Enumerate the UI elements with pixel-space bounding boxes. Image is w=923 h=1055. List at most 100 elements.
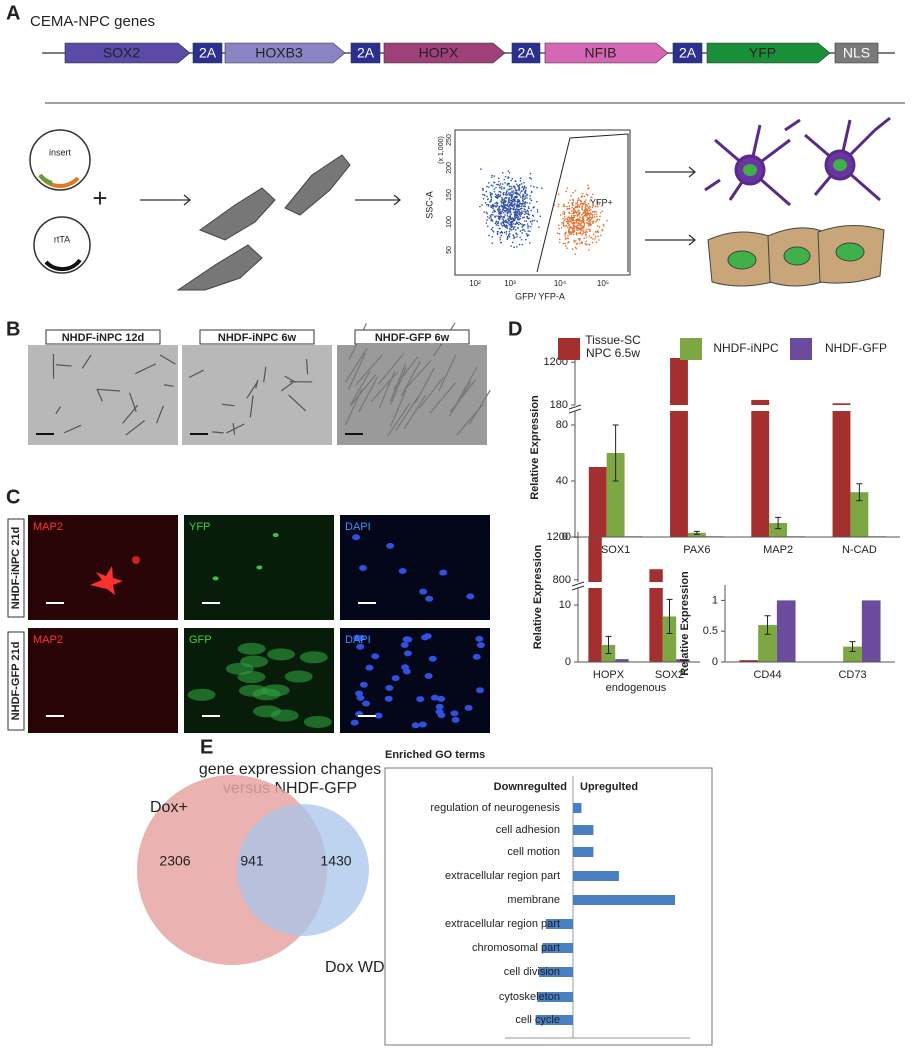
row-label: NHDF-GFP 21d: [10, 642, 22, 721]
bar: [833, 403, 851, 537]
panel-label: A: [6, 2, 20, 24]
flow-dot: [599, 219, 601, 221]
flow-dot: [512, 178, 514, 180]
nucleus: [466, 593, 474, 599]
construct-label: HOXB3: [255, 45, 303, 61]
flow-dot: [578, 229, 580, 231]
x-tick-label: CD44: [753, 669, 781, 681]
flow-dot: [592, 215, 594, 217]
y-axis-label: Relative Expression: [679, 571, 691, 676]
flow-dot: [499, 239, 501, 241]
flow-dot: [500, 242, 502, 244]
flow-dot: [509, 209, 511, 211]
flow-dot: [584, 213, 586, 215]
flow-dot: [589, 230, 591, 232]
flow-dot: [512, 242, 514, 244]
flow-dot: [577, 220, 579, 222]
flow-dot: [567, 226, 569, 228]
flow-dot: [503, 192, 505, 194]
flow-dot: [518, 185, 520, 187]
flow-dot: [504, 214, 506, 216]
flow-dot: [576, 225, 578, 227]
flow-dot: [491, 176, 493, 178]
nucleus: [404, 650, 412, 656]
flow-dot: [527, 225, 529, 227]
flow-dot: [526, 197, 528, 199]
flow-dot: [517, 227, 519, 229]
flow-dot: [565, 218, 567, 220]
flow-dot: [592, 211, 594, 213]
flow-dot: [529, 242, 531, 244]
map2-cell: [132, 556, 140, 564]
flow-dot: [495, 194, 497, 196]
gfp-cell: [304, 716, 332, 728]
y-tick-label: 0: [565, 656, 571, 668]
flow-dot: [569, 234, 571, 236]
flow-dot: [571, 204, 573, 206]
flow-dot: [578, 197, 580, 199]
flow-dot: [539, 215, 541, 217]
flow-dot: [529, 202, 531, 204]
flow-dot: [521, 239, 523, 241]
flow-dot: [506, 239, 508, 241]
flow-dot: [524, 220, 526, 222]
flow-dot: [516, 214, 518, 216]
flow-dot: [488, 186, 490, 188]
flow-dot: [497, 195, 499, 197]
flow-dot: [519, 218, 521, 220]
flow-dot: [492, 185, 494, 187]
flow-dot: [490, 194, 492, 196]
neurons: [705, 118, 890, 205]
flow-dot: [502, 183, 504, 185]
gfp-cell: [300, 651, 328, 663]
flow-dot: [524, 230, 526, 232]
flow-dot: [523, 208, 525, 210]
flow-dot: [499, 216, 501, 218]
gfp-cell: [213, 576, 219, 580]
nucleus: [360, 682, 368, 688]
flow-dot: [526, 213, 528, 215]
flow-dot: [567, 219, 569, 221]
go-header: Upregulted: [580, 781, 638, 793]
flow-dot: [570, 218, 572, 220]
flow-dot: [514, 219, 516, 221]
flow-dot: [485, 191, 487, 193]
flow-dot: [501, 205, 503, 207]
cell: [285, 155, 350, 215]
flow-dot: [562, 213, 564, 215]
gfp-cell: [238, 643, 266, 655]
flow-dot: [559, 233, 561, 235]
flow-dot: [528, 217, 530, 219]
flow-dot: [517, 199, 519, 201]
flow-dot: [506, 194, 508, 196]
flow-dot: [517, 201, 519, 203]
flow-dot: [573, 220, 575, 222]
arrow: [140, 195, 190, 205]
flow-dot: [497, 194, 499, 196]
flow-dot: [513, 205, 515, 207]
flow-dot: [523, 229, 525, 231]
flow-dot: [529, 177, 531, 179]
flow-dot: [579, 212, 581, 214]
nucleus: [475, 636, 483, 642]
flow-dot: [506, 222, 508, 224]
flow-dot: [585, 240, 587, 242]
nucleus: [452, 717, 460, 723]
flow-dot: [563, 243, 565, 245]
flow-dot: [509, 228, 511, 230]
flow-dot: [520, 212, 522, 214]
flow-dot: [482, 189, 484, 191]
flow-dot: [487, 225, 489, 227]
flow-tick-label: 250: [446, 134, 453, 146]
flow-dot: [516, 205, 518, 207]
flow-dot: [520, 230, 522, 232]
flow-dot: [491, 184, 493, 186]
flow-dot: [572, 229, 574, 231]
flow-dot: [519, 237, 521, 239]
flow-dot: [521, 183, 523, 185]
flow-dot: [577, 205, 579, 207]
flow-dot: [563, 219, 565, 221]
flow-dot: [487, 199, 489, 201]
flow-dot: [508, 199, 510, 201]
